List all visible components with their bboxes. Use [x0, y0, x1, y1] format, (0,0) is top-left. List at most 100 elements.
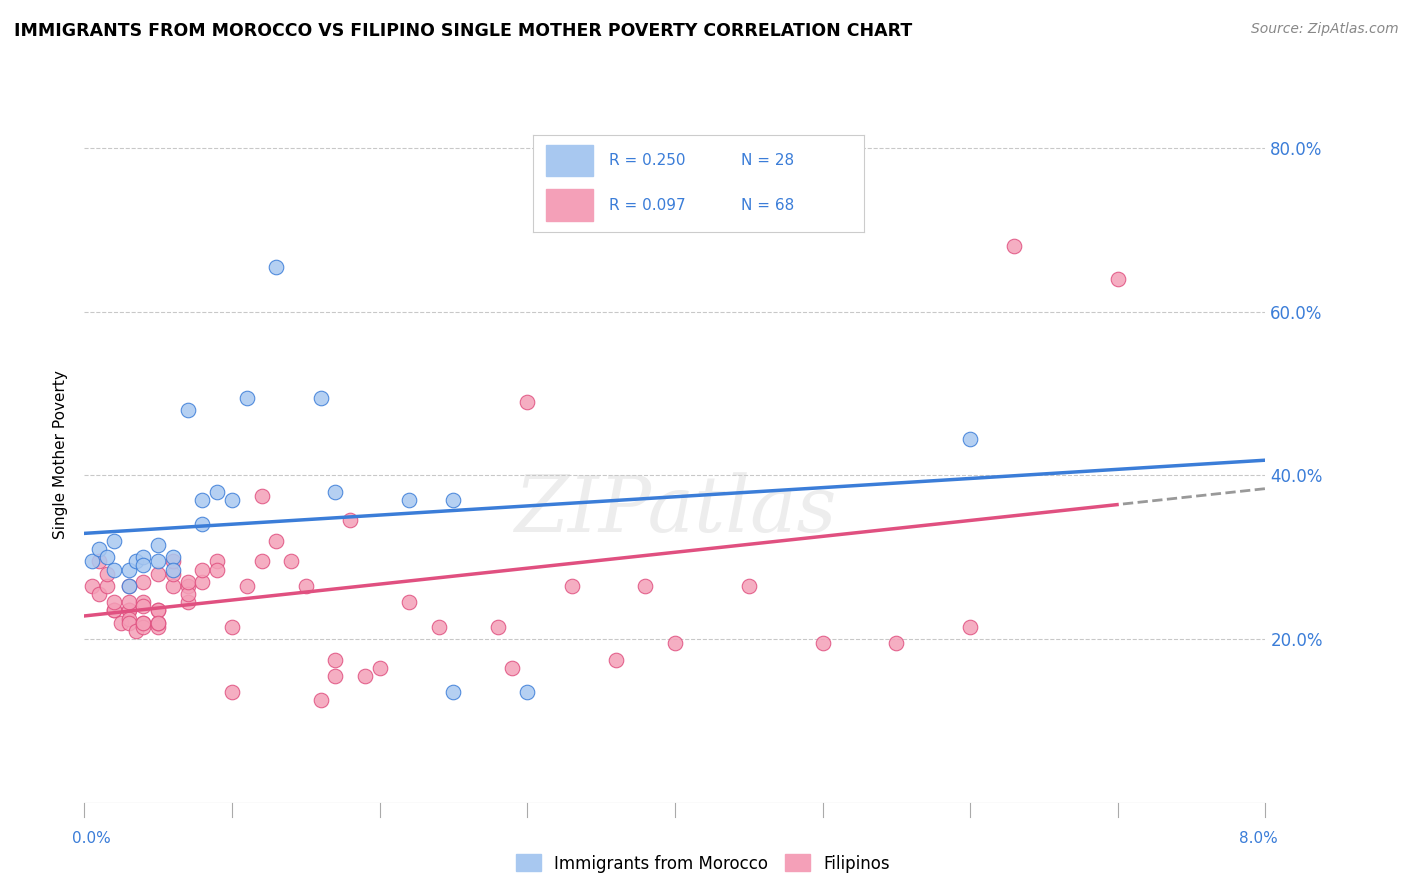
Point [959, 432, 981, 446]
Point [103, 533, 125, 548]
Point [398, 492, 420, 507]
Point [103, 595, 125, 609]
Point [205, 484, 228, 499]
Point [221, 492, 243, 507]
Point [811, 636, 834, 650]
Point [132, 550, 155, 565]
Point [89, 554, 111, 568]
Point [221, 685, 243, 699]
Point [560, 579, 583, 593]
Point [118, 595, 141, 609]
Point [486, 620, 509, 634]
Point [1004, 239, 1026, 253]
Point [280, 554, 302, 568]
Bar [547, 145, 593, 176]
Point [118, 603, 141, 617]
Point [205, 562, 228, 576]
Point [205, 554, 228, 568]
Point [295, 579, 318, 593]
Point [398, 595, 420, 609]
Point [323, 484, 347, 499]
Point [148, 620, 170, 634]
Point [103, 562, 125, 576]
Point [118, 615, 141, 630]
Point [96, 566, 118, 581]
Point [148, 603, 170, 617]
Point [132, 615, 155, 630]
Point [132, 558, 155, 573]
Point [162, 554, 184, 568]
Point [191, 562, 214, 576]
Point [1107, 272, 1129, 286]
Point [959, 620, 981, 634]
Text: IMMIGRANTS FROM MOROCCO VS FILIPINO SINGLE MOTHER POVERTY CORRELATION CHART: IMMIGRANTS FROM MOROCCO VS FILIPINO SING… [14, 22, 912, 40]
Point [118, 579, 141, 593]
Point [148, 554, 170, 568]
Bar [547, 189, 593, 220]
Point [264, 260, 288, 274]
Point [177, 587, 200, 601]
Point [162, 562, 184, 576]
Point [162, 566, 184, 581]
Point [191, 574, 214, 589]
Point [148, 538, 170, 552]
Point [148, 603, 170, 617]
Point [516, 394, 538, 409]
Point [125, 624, 148, 638]
Point [89, 542, 111, 557]
Point [177, 595, 200, 609]
Point [309, 693, 332, 707]
Point [236, 579, 259, 593]
Text: Source: ZipAtlas.com: Source: ZipAtlas.com [1251, 22, 1399, 37]
Text: N = 28: N = 28 [741, 153, 794, 168]
Point [148, 566, 170, 581]
Point [132, 620, 155, 634]
Point [323, 669, 347, 683]
Point [96, 550, 118, 565]
Point [516, 685, 538, 699]
Point [177, 579, 200, 593]
Point [443, 492, 465, 507]
Point [118, 562, 141, 576]
Point [80, 579, 103, 593]
Legend: Immigrants from Morocco, Filipinos: Immigrants from Morocco, Filipinos [509, 847, 897, 880]
Point [118, 603, 141, 617]
Point [605, 652, 627, 666]
Point [236, 391, 259, 405]
Point [886, 636, 908, 650]
Point [737, 579, 759, 593]
Point [250, 489, 273, 503]
Text: R = 0.097: R = 0.097 [609, 197, 686, 212]
Point [132, 615, 155, 630]
Point [221, 620, 243, 634]
Point [177, 574, 200, 589]
Point [132, 595, 155, 609]
Y-axis label: Single Mother Poverty: Single Mother Poverty [53, 370, 69, 540]
Point [89, 587, 111, 601]
Point [80, 554, 103, 568]
Point [250, 554, 273, 568]
Text: R = 0.250: R = 0.250 [609, 153, 686, 168]
Point [368, 661, 391, 675]
Point [103, 603, 125, 617]
Point [110, 615, 132, 630]
Point [634, 579, 657, 593]
Point [132, 574, 155, 589]
Point [354, 669, 377, 683]
Point [162, 579, 184, 593]
Point [132, 599, 155, 614]
Point [309, 391, 332, 405]
Point [191, 492, 214, 507]
Point [148, 615, 170, 630]
Point [664, 636, 686, 650]
Point [118, 579, 141, 593]
Point [323, 652, 347, 666]
Text: ZIPatlas: ZIPatlas [513, 473, 837, 549]
Point [103, 603, 125, 617]
Point [148, 615, 170, 630]
Point [96, 579, 118, 593]
Point [339, 513, 361, 527]
Text: 8.0%: 8.0% [1239, 831, 1278, 846]
Point [264, 533, 288, 548]
Point [162, 550, 184, 565]
